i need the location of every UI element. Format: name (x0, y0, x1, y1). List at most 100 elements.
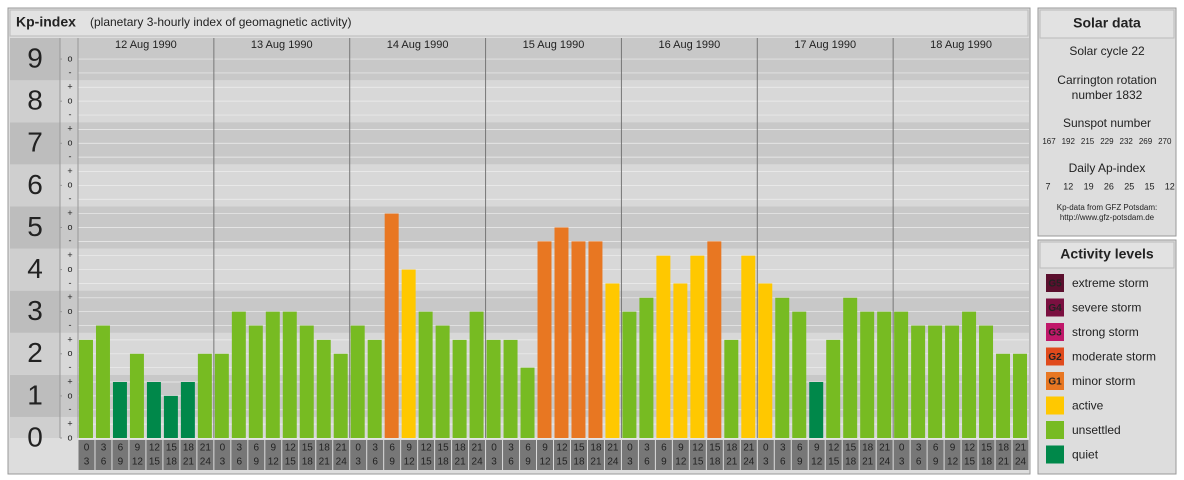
bar (418, 311, 433, 438)
sunspot-number: 167 (1042, 137, 1056, 146)
x-tick-bg (316, 440, 333, 470)
bar (826, 339, 841, 438)
bar (554, 227, 569, 438)
x-tick-bg (95, 440, 112, 470)
bar (112, 382, 127, 438)
x-tick-bg (112, 440, 129, 470)
x-tick-label: 9 (525, 457, 531, 468)
title-bar (9, 9, 1029, 37)
x-tick-label: 6 (797, 443, 803, 454)
legend-swatch (1046, 396, 1064, 415)
bar (163, 395, 178, 438)
x-tick-label: 0 (899, 443, 905, 454)
minor-tick-label: - (69, 67, 72, 77)
bar (775, 297, 790, 438)
y-tick-label: 1 (27, 379, 43, 410)
y-tick-label: 8 (27, 85, 43, 116)
x-tick-bg (740, 440, 757, 470)
x-tick-label: 15 (709, 443, 721, 454)
bar (180, 382, 195, 438)
bar (843, 297, 858, 438)
bar (877, 311, 892, 438)
x-tick-bg (146, 440, 163, 470)
legend-label: quiet (1072, 448, 1099, 462)
x-tick-label: 24 (472, 457, 484, 468)
bar (758, 283, 773, 438)
band-label-bg (10, 164, 60, 207)
x-tick-label: 9 (950, 443, 956, 454)
x-tick-label: 3 (780, 443, 786, 454)
x-tick-label: 21 (862, 457, 874, 468)
bar (129, 353, 144, 438)
bar (469, 311, 484, 438)
legend-badge: G5 (1048, 279, 1062, 290)
band-label-bg (10, 206, 60, 249)
bar (588, 241, 603, 438)
x-tick-label: 15 (166, 443, 178, 454)
x-tick-bg (774, 440, 791, 470)
bar (384, 213, 399, 438)
x-tick-bg (655, 440, 672, 470)
bar (571, 241, 586, 438)
x-tick-label: 3 (508, 443, 514, 454)
legend-swatch (1046, 445, 1064, 464)
x-tick-bg (418, 440, 435, 470)
bar (894, 311, 909, 438)
legend-badge: G3 (1048, 328, 1062, 339)
bar (809, 382, 824, 438)
band (10, 416, 1029, 438)
x-tick-label: 15 (573, 443, 585, 454)
x-tick-label: 9 (118, 457, 124, 468)
x-tick-label: 12 (947, 457, 959, 468)
chart-subtitle: (planetary 3-hourly index of geomagnetic… (90, 15, 351, 29)
bar (860, 311, 875, 438)
bar (1013, 353, 1027, 438)
legend-title: Activity levels (1060, 246, 1154, 262)
x-tick-bg (384, 440, 401, 470)
y-tick-label: 7 (27, 127, 43, 158)
x-tick-label: 12 (132, 457, 144, 468)
minor-tick-label: o (67, 180, 72, 190)
x-tick-label: 3 (237, 443, 243, 454)
x-tick-bg (893, 440, 910, 470)
x-tick-label: 12 (268, 457, 280, 468)
x-tick-label: 3 (627, 457, 633, 468)
x-tick-label: 3 (101, 443, 107, 454)
bar (401, 269, 416, 438)
x-tick-bg (723, 440, 740, 470)
legend-swatch (1046, 274, 1064, 292)
date-label: 14 Aug 1990 (387, 39, 449, 51)
bar (996, 353, 1011, 438)
x-tick-bg (927, 440, 944, 470)
x-tick-bg (367, 440, 384, 470)
date-label: 15 Aug 1990 (523, 39, 585, 51)
y-tick-label: 0 (27, 421, 43, 452)
x-tick-label: 18 (726, 443, 738, 454)
legend-swatch (1046, 372, 1064, 390)
minor-tick-label: o (67, 222, 72, 232)
legend-label: minor storm (1072, 374, 1135, 388)
x-tick-label: 6 (508, 457, 514, 468)
x-tick-bg (469, 440, 486, 470)
x-tick-label: 6 (118, 443, 124, 454)
date-label: 16 Aug 1990 (658, 39, 720, 51)
x-tick-label: 3 (372, 443, 378, 454)
x-tick-bg (180, 440, 197, 470)
sunspot-number: 229 (1100, 137, 1114, 146)
bar (673, 283, 688, 438)
x-tick-bg (350, 440, 367, 470)
rotation: number 1832 (1072, 88, 1143, 102)
x-tick-label: 21 (319, 457, 331, 468)
bar (690, 255, 705, 438)
x-tick-label: 9 (406, 443, 412, 454)
bar (724, 339, 739, 438)
x-tick-label: 15 (981, 443, 993, 454)
x-tick-label: 15 (302, 443, 314, 454)
band-label-bg (10, 80, 60, 123)
x-tick-label: 21 (472, 443, 484, 454)
x-tick-bg (757, 440, 774, 470)
ap-index: 12 (1165, 181, 1175, 191)
legend-label: severe storm (1072, 301, 1141, 315)
minor-tick-label: + (67, 334, 72, 344)
bar (350, 325, 365, 438)
